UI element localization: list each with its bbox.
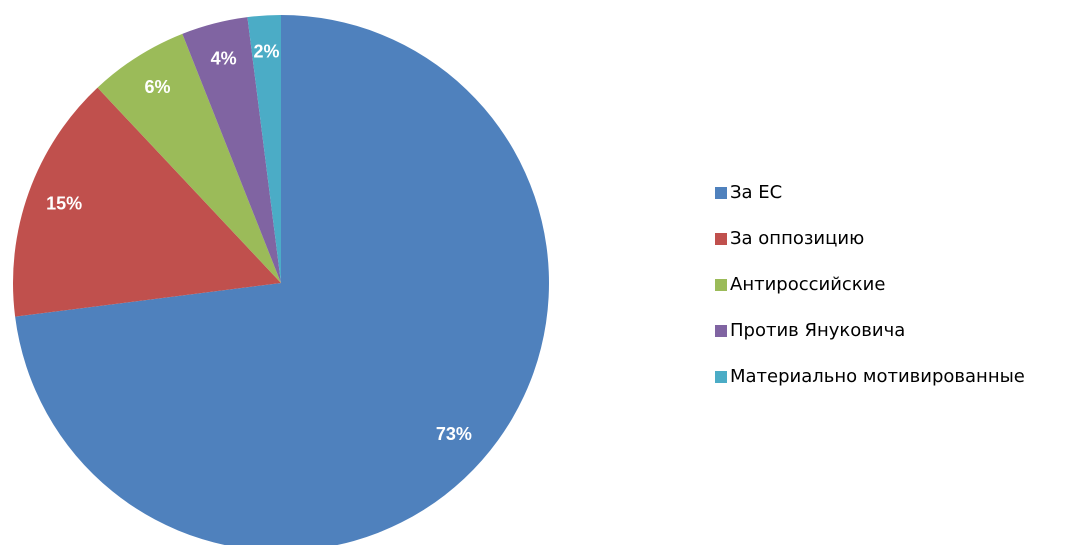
pie-slice <box>182 17 281 284</box>
legend-label: Материально мотивированные <box>730 366 1025 387</box>
pie-slice <box>13 87 282 317</box>
data-label: 73% <box>436 424 472 444</box>
data-label: 4% <box>211 49 237 69</box>
pie-slice <box>247 15 281 283</box>
legend-swatch <box>715 233 727 245</box>
data-label: 15% <box>46 194 82 214</box>
data-label: 2% <box>254 42 280 62</box>
legend-label: За ЕС <box>730 182 782 203</box>
pie-slice <box>15 15 549 545</box>
legend-swatch <box>715 371 727 383</box>
legend-swatch <box>715 279 727 291</box>
legend-label: Антироссийские <box>730 274 885 295</box>
legend-swatch <box>715 187 727 199</box>
data-label: 6% <box>144 77 170 97</box>
legend-label: За оппозицию <box>730 228 864 249</box>
legend-label: Против Януковича <box>730 320 905 341</box>
pie-slice <box>97 33 281 283</box>
legend-swatch <box>715 325 727 337</box>
